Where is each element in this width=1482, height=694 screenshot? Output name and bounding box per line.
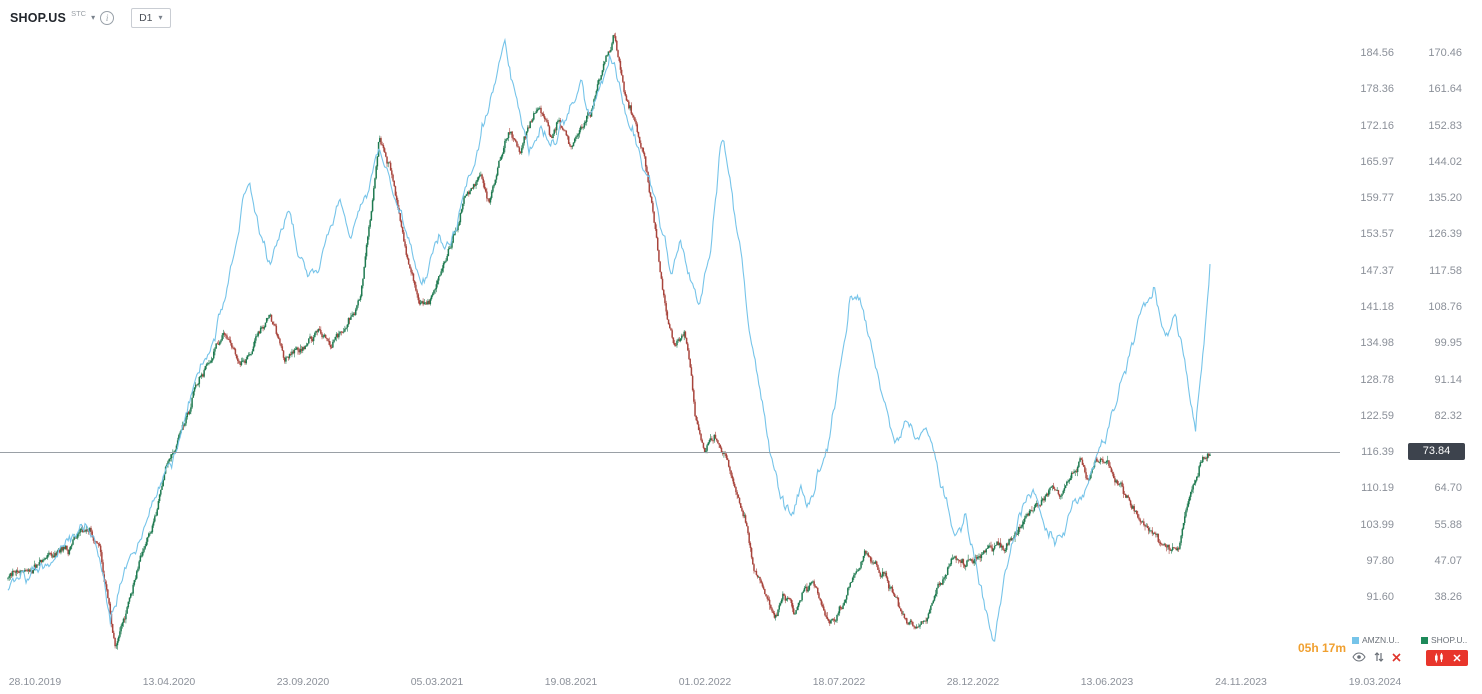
legend-color-swatch — [1352, 636, 1359, 644]
instrument-symbol[interactable]: SHOP.US — [10, 11, 67, 25]
legend-color-swatch — [1421, 636, 1428, 644]
sort-updown-icon[interactable] — [1374, 651, 1384, 663]
current-price-badge: 73.84 — [1408, 443, 1465, 460]
price-tick-row: 97.80 47.07 — [1340, 555, 1482, 569]
price-tick-row: 122.59 82.32 — [1340, 410, 1482, 424]
price-tick-row: 110.19 64.70 — [1340, 482, 1482, 496]
date-tick: 24.11.2023 — [1215, 676, 1267, 688]
price-axis[interactable]: 184.56 170.46 178.36 161.64 172.16 152.83 165.… — [1340, 0, 1482, 670]
price-tick-row: 159.77 135.20 — [1340, 192, 1482, 206]
price-tick-outer: 152.83 — [1428, 119, 1462, 132]
price-tick-row: 153.57 126.39 — [1340, 228, 1482, 242]
price-tick-inner: 110.19 — [1361, 482, 1394, 495]
price-tick-row: 178.36 161.64 — [1340, 83, 1482, 97]
price-tick-outer: 117.58 — [1429, 264, 1462, 277]
price-chart-canvas[interactable] — [0, 0, 1340, 670]
price-tick-row: 116.39 — [1340, 446, 1482, 460]
price-tick-row: 103.99 55.88 — [1340, 519, 1482, 533]
price-tick-inner: 178.36 — [1360, 83, 1394, 96]
price-tick-inner: 103.99 — [1360, 518, 1394, 531]
date-tick: 01.02.2022 — [678, 676, 732, 688]
overlay-controls — [1352, 651, 1401, 663]
candle-countdown: 05h 17m — [1297, 641, 1346, 655]
chevron-down-icon: ▾ — [158, 13, 163, 22]
close-icon[interactable] — [1392, 652, 1401, 662]
instrument-exchange-tag: STC — [71, 9, 87, 18]
date-tick: 28.12.2022 — [946, 676, 1000, 688]
date-tick: 18.07.2022 — [812, 676, 866, 688]
price-tick-outer: 161.64 — [1428, 83, 1462, 96]
price-tick-outer: 144.02 — [1428, 155, 1462, 168]
timeframe-dropdown[interactable]: D1 ▾ — [131, 8, 171, 28]
date-tick: 05.03.2021 — [410, 676, 464, 688]
price-tick-inner: 141.18 — [1360, 300, 1394, 313]
price-tick-inner: 159.77 — [1360, 192, 1394, 205]
price-tick-inner: 172.16 — [1360, 119, 1394, 132]
price-tick-row: 141.18 108.76 — [1340, 301, 1482, 315]
candlestick-icon[interactable] — [1433, 652, 1445, 664]
date-tick: 19.03.2024 — [1348, 676, 1402, 688]
price-tick-inner: 165.97 — [1360, 155, 1394, 168]
legend-item-label: AMZN.U.. — [1362, 635, 1400, 645]
price-tick-inner: 153.57 — [1360, 228, 1394, 241]
price-tick-outer: 135.20 — [1428, 192, 1462, 205]
price-tick-row: 184.56 170.46 — [1340, 47, 1482, 61]
info-icon[interactable]: i — [100, 11, 115, 25]
price-tick-inner: 116.39 — [1361, 446, 1394, 459]
price-tick-inner: 91.60 — [1366, 591, 1394, 604]
price-tick-row: 172.16 152.83 — [1340, 120, 1482, 134]
legend-item[interactable]: AMZN.U.. — [1352, 635, 1399, 645]
price-tick-row: 165.97 144.02 — [1340, 156, 1482, 170]
chart-alert-badge — [1426, 650, 1468, 666]
price-tick-inner: 97.80 — [1366, 554, 1394, 567]
price-tick-outer: 47.07 — [1434, 554, 1462, 567]
instrument-header: SHOP.US STC ▾ i D1 ▾ — [10, 8, 171, 28]
price-tick-outer: 82.32 — [1434, 409, 1462, 422]
price-tick-row: 134.98 99.95 — [1340, 337, 1482, 351]
price-tick-outer: 108.76 — [1428, 300, 1462, 313]
date-tick: 19.08.2021 — [544, 676, 598, 688]
price-tick-row: 91.60 38.26 — [1340, 591, 1482, 605]
eye-icon[interactable] — [1352, 652, 1366, 662]
date-tick: 23.09.2020 — [276, 676, 330, 688]
legend-item-label: SHOP.U.. — [1431, 635, 1468, 645]
price-tick-inner: 122.59 — [1360, 409, 1394, 422]
price-tick-outer: 38.26 — [1434, 591, 1462, 604]
chevron-down-icon[interactable]: ▾ — [91, 13, 96, 22]
close-icon[interactable] — [1453, 654, 1461, 662]
date-tick: 13.04.2020 — [142, 676, 196, 688]
price-tick-outer: 91.14 — [1434, 373, 1462, 386]
price-tick-outer: 64.70 — [1434, 482, 1462, 495]
price-tick-outer: 55.88 — [1434, 518, 1462, 531]
price-tick-inner: 128.78 — [1360, 373, 1394, 386]
current-price-line — [0, 452, 1340, 453]
date-tick: 13.06.2023 — [1080, 676, 1134, 688]
price-tick-row: 147.37 117.58 — [1340, 265, 1482, 279]
price-tick-inner: 147.37 — [1360, 264, 1394, 277]
timeframe-value: D1 — [139, 12, 153, 24]
price-tick-outer: 126.39 — [1428, 228, 1462, 241]
price-tick-inner: 184.56 — [1360, 47, 1394, 59]
date-axis[interactable]: 28.10.2019 13.04.2020 23.09.2020 05.03.2021… — [0, 670, 1482, 694]
price-tick-outer: 170.46 — [1428, 47, 1462, 59]
legend-item[interactable]: SHOP.U.. — [1421, 635, 1467, 645]
date-tick: 28.10.2019 — [8, 676, 62, 688]
price-tick-row: 128.78 91.14 — [1340, 374, 1482, 388]
price-tick-outer: 99.95 — [1434, 337, 1462, 350]
price-tick-inner: 134.98 — [1360, 337, 1394, 350]
